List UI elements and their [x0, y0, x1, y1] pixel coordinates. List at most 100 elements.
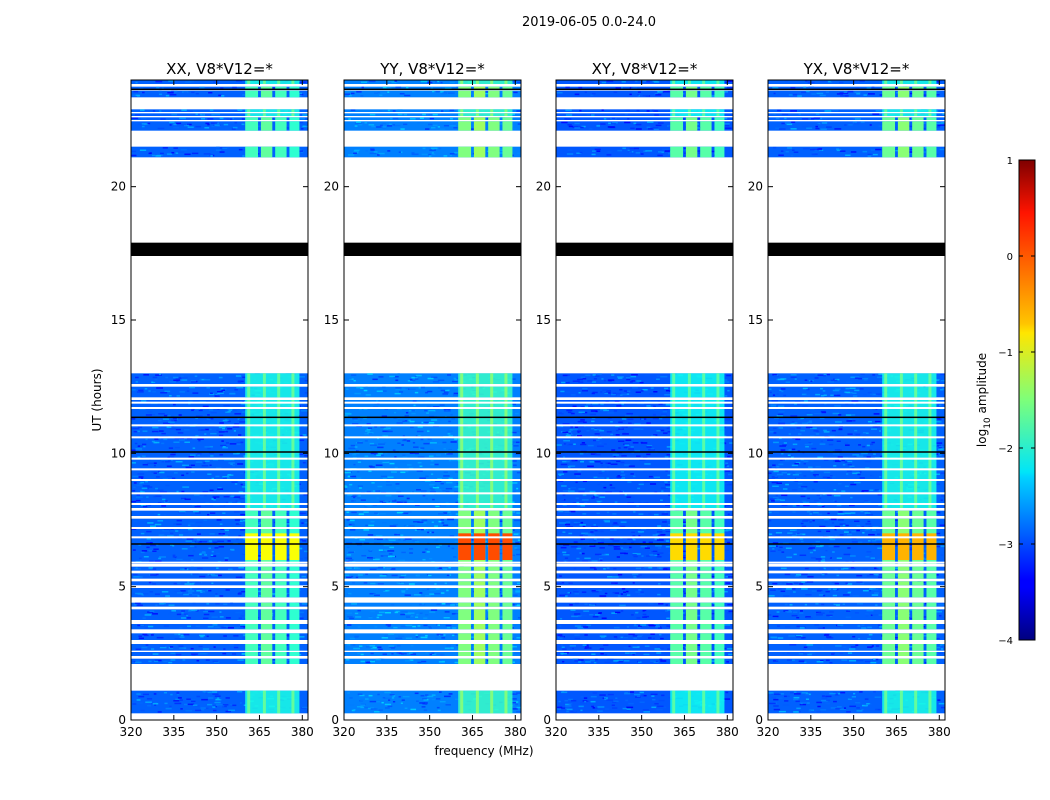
noise-speck: [450, 441, 457, 443]
noise-speck: [578, 411, 585, 414]
noise-speck: [131, 462, 137, 464]
noise-speck: [298, 150, 303, 152]
noise-speck: [635, 128, 642, 130]
band-column: [670, 652, 684, 656]
data-segment: [556, 644, 733, 651]
noise-speck: [381, 122, 387, 125]
noise-speck: [382, 461, 390, 464]
noise-speck: [436, 653, 444, 656]
noise-speck: [437, 478, 442, 480]
noise-speck: [411, 152, 415, 154]
noise-speck: [155, 487, 158, 490]
noise-speck: [580, 376, 586, 378]
noise-speck: [573, 523, 581, 525]
noise-speck: [148, 581, 152, 584]
noise-speck: [416, 489, 421, 491]
noise-speck: [304, 454, 308, 457]
noise-speck: [398, 696, 401, 698]
noise-speck: [195, 709, 202, 712]
noise-speck: [357, 442, 363, 444]
noise-speck: [136, 391, 144, 393]
noise-speck: [585, 374, 590, 377]
noise-speck: [210, 411, 217, 414]
noise-speck: [187, 437, 193, 440]
noise-speck: [591, 603, 596, 605]
noise-speck: [429, 415, 435, 418]
noise-speck: [454, 698, 459, 701]
noise-speck: [228, 709, 235, 712]
noise-speck: [594, 538, 597, 540]
noise-speck: [356, 544, 362, 546]
noise-speck: [394, 392, 401, 395]
noise-speck: [512, 603, 515, 606]
noise-speck: [603, 486, 607, 489]
band-streak: [262, 373, 266, 384]
noise-speck: [384, 707, 390, 709]
noise-speck: [389, 525, 397, 527]
noise-speck: [433, 626, 440, 629]
noise-speck: [613, 660, 619, 662]
data-segment: [344, 658, 521, 664]
noise-speck: [680, 636, 687, 639]
noise-speck: [600, 391, 603, 393]
noise-speck: [576, 430, 581, 432]
noise-speck: [299, 611, 304, 614]
flag-gap-line: [344, 407, 521, 409]
noise-speck: [638, 513, 644, 515]
noise-speck: [627, 418, 634, 421]
noise-speck: [215, 394, 218, 396]
flag-gap-line: [344, 468, 521, 471]
noise-speck: [407, 380, 413, 382]
band-column: [260, 573, 273, 579]
y-tick-label: 0: [118, 713, 126, 727]
noise-speck: [624, 635, 628, 637]
noise-speck: [382, 386, 386, 389]
band-streak: [460, 113, 464, 116]
noise-speck: [517, 617, 521, 619]
noise-speck: [175, 379, 183, 381]
noise-speck: [615, 611, 621, 614]
noise-speck: [627, 538, 633, 540]
noise-speck: [166, 374, 172, 377]
band-column: [275, 566, 287, 571]
noise-speck: [565, 521, 571, 523]
noise-speck: [568, 400, 572, 402]
noise-speck: [608, 380, 612, 382]
noise-speck: [152, 110, 156, 112]
noise-speck: [562, 456, 566, 458]
noise-speck: [559, 637, 563, 640]
noise-speck: [171, 477, 176, 480]
noise-speck: [596, 125, 601, 127]
noise-speck: [191, 699, 196, 702]
noise-speck: [188, 455, 194, 458]
noise-speck: [513, 533, 519, 535]
noise-speck: [432, 381, 440, 383]
noise-speck: [135, 496, 143, 499]
noise-speck: [230, 548, 235, 551]
noise-speck: [148, 560, 154, 562]
noise-speck: [370, 652, 374, 655]
noise-speck: [155, 604, 158, 606]
noise-speck: [613, 626, 620, 629]
noise-speck: [207, 154, 210, 157]
band-streak: [247, 109, 251, 112]
flag-dark-line: [131, 543, 308, 545]
noise-speck: [575, 475, 581, 477]
band-faint: [458, 690, 513, 714]
noise-speck: [573, 443, 576, 445]
band-column: [458, 510, 472, 516]
noise-speck: [582, 626, 589, 628]
noise-speck: [601, 483, 604, 486]
noise-speck: [634, 450, 641, 452]
noise-speck: [178, 645, 184, 647]
noise-speck: [597, 477, 605, 479]
noise-speck: [143, 445, 146, 448]
noise-speck: [382, 390, 387, 392]
noise-speck: [375, 534, 383, 537]
noise-speck: [406, 86, 409, 89]
noise-speck: [696, 644, 703, 646]
noise-speck: [454, 438, 458, 440]
noise-speck: [659, 633, 662, 636]
noise-speck: [201, 117, 206, 120]
noise-speck: [562, 494, 566, 496]
